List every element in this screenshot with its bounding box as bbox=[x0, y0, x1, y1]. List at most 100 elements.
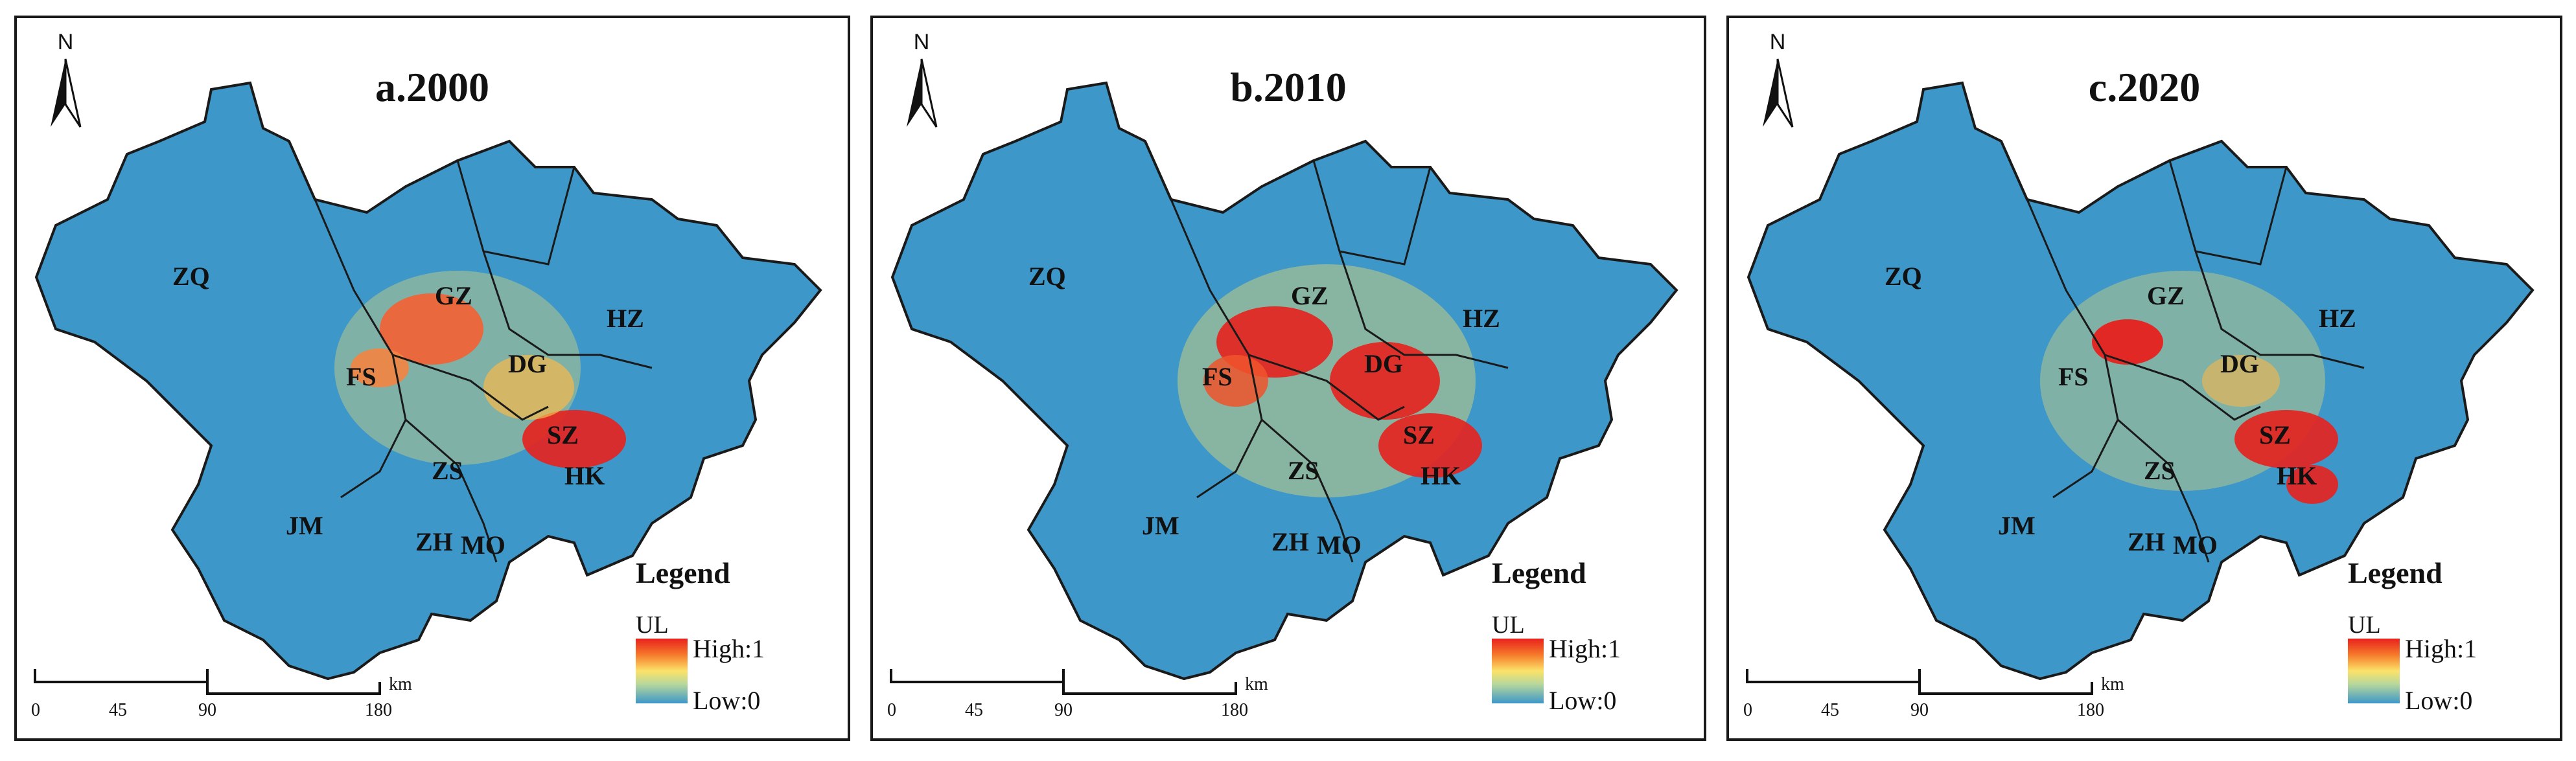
city-label: DG bbox=[508, 349, 547, 378]
north-arrow-icon bbox=[1763, 58, 1794, 128]
north-arrow-icon bbox=[51, 58, 82, 128]
city-label: ZS bbox=[432, 456, 463, 485]
city-label: HZ bbox=[2319, 304, 2356, 333]
city-label: GZ bbox=[435, 281, 472, 310]
district-line bbox=[2168, 160, 2365, 369]
district-line bbox=[456, 160, 653, 369]
district-line bbox=[392, 354, 549, 421]
region-outline bbox=[34, 81, 822, 681]
city-label: JM bbox=[1142, 511, 1179, 540]
scale-tick: 180 bbox=[2077, 700, 2104, 720]
map-2000 bbox=[34, 81, 822, 681]
scale-unit: km bbox=[2101, 674, 2124, 694]
legend-title: Legend bbox=[636, 556, 730, 589]
legend-low-label: Low:0 bbox=[2405, 686, 2473, 715]
city-label: HK bbox=[1421, 461, 1461, 490]
district-line bbox=[1248, 354, 1405, 421]
city-label: ZQ bbox=[172, 262, 210, 291]
city-label: DG bbox=[1364, 349, 1403, 378]
city-label: MO bbox=[461, 530, 505, 560]
city-label: FS bbox=[1202, 362, 1233, 391]
city-label: HZ bbox=[1463, 304, 1500, 333]
scale-unit: km bbox=[389, 674, 412, 694]
panel-title: c.2020 bbox=[2088, 64, 2201, 110]
hotspot-sz bbox=[1378, 413, 1482, 478]
hotspot-dg bbox=[2202, 355, 2280, 407]
city-label: ZH bbox=[2128, 527, 2165, 556]
city-label: MO bbox=[2173, 530, 2218, 560]
map-2010 bbox=[890, 81, 1678, 681]
hotspot-dg bbox=[1330, 342, 1440, 420]
district-line bbox=[1312, 160, 1509, 369]
scale-bar: 0 45 90 180 km bbox=[887, 663, 1302, 727]
scale-tick: 0 bbox=[1743, 700, 1752, 720]
legend-low-label: Low:0 bbox=[1549, 686, 1617, 715]
city-label: FS bbox=[346, 362, 377, 391]
city-label: SZ bbox=[547, 420, 579, 449]
scale-unit: km bbox=[1245, 674, 1268, 694]
legend-title: Legend bbox=[2348, 556, 2443, 589]
region-outline bbox=[890, 81, 1678, 681]
legend-variable: UL bbox=[636, 611, 669, 639]
north-arrow: N bbox=[43, 30, 88, 133]
north-label: N bbox=[1769, 30, 1786, 54]
legend-high-label: High:1 bbox=[1549, 634, 1621, 663]
scale-tick: 45 bbox=[965, 700, 983, 720]
city-label: JM bbox=[1998, 511, 2036, 540]
north-label: N bbox=[913, 30, 930, 54]
city-label: ZQ bbox=[1885, 262, 1922, 291]
scale-tick: 90 bbox=[1054, 700, 1073, 720]
map-panel-2010: N b.2010 ZQ GZ HZ FS DG SZ ZS HK JM ZH M… bbox=[870, 16, 1706, 741]
panel-title: b.2010 bbox=[1230, 64, 1347, 110]
scale-tick: 90 bbox=[1910, 700, 1929, 720]
panel-title: a.2000 bbox=[375, 64, 489, 110]
north-label: N bbox=[57, 30, 74, 54]
district-line bbox=[2026, 199, 2119, 499]
district-line bbox=[314, 199, 407, 499]
map-2020 bbox=[1746, 81, 2535, 681]
city-label: ZS bbox=[2144, 456, 2176, 485]
region-outline bbox=[1746, 81, 2535, 681]
legend-variable: UL bbox=[2348, 611, 2381, 639]
city-label: SZ bbox=[2259, 420, 2291, 449]
legend-color-ramp bbox=[2348, 639, 2400, 703]
city-label: HZ bbox=[607, 304, 644, 333]
hotspot-dg bbox=[483, 355, 574, 420]
legend-low-label: Low:0 bbox=[693, 686, 761, 715]
scale-tick: 45 bbox=[1821, 700, 1839, 720]
district-line bbox=[2195, 166, 2288, 266]
legend-color-ramp bbox=[1492, 639, 1544, 703]
city-label: FS bbox=[2058, 362, 2089, 391]
scale-tick: 0 bbox=[31, 700, 40, 720]
hotspot-hk bbox=[2286, 465, 2338, 504]
hotspot-gz bbox=[380, 293, 483, 365]
legend-high-label: High:1 bbox=[2405, 634, 2477, 663]
map-panel-2020: N c.2020 ZQ GZ HZ FS DG SZ ZS HK JM ZH M… bbox=[1726, 16, 2562, 741]
scale-tick: 180 bbox=[365, 700, 392, 720]
city-label: ZH bbox=[415, 527, 453, 556]
district-line bbox=[2117, 418, 2210, 563]
north-arrow-icon bbox=[907, 58, 938, 128]
district-line bbox=[483, 166, 575, 266]
legend-color-ramp bbox=[636, 639, 688, 703]
scale-tick: 90 bbox=[198, 700, 216, 720]
district-line bbox=[1339, 166, 1432, 266]
city-label: JM bbox=[286, 511, 323, 540]
city-label: SZ bbox=[1403, 420, 1435, 449]
district-line bbox=[2104, 354, 2261, 421]
scale-bar: 0 45 90 180 km bbox=[31, 663, 446, 727]
city-label: ZH bbox=[1271, 527, 1309, 556]
district-line bbox=[1261, 418, 1354, 563]
city-label: GZ bbox=[2147, 281, 2185, 310]
city-label: ZQ bbox=[1028, 262, 1066, 291]
city-label: ZS bbox=[1288, 456, 1319, 485]
district-line bbox=[405, 418, 498, 563]
district-line bbox=[1170, 199, 1263, 499]
hotspot-gz bbox=[2092, 319, 2163, 365]
scale-bar: 0 45 90 180 km bbox=[1743, 663, 2158, 727]
scale-tick: 180 bbox=[1221, 700, 1248, 720]
city-label: GZ bbox=[1291, 281, 1329, 310]
hotspot-sz bbox=[522, 410, 626, 468]
north-arrow: N bbox=[899, 30, 944, 133]
map-panel-2000: N a.2000 ZQ GZ HZ FS DG SZ ZS HK JM ZH M… bbox=[14, 16, 850, 741]
